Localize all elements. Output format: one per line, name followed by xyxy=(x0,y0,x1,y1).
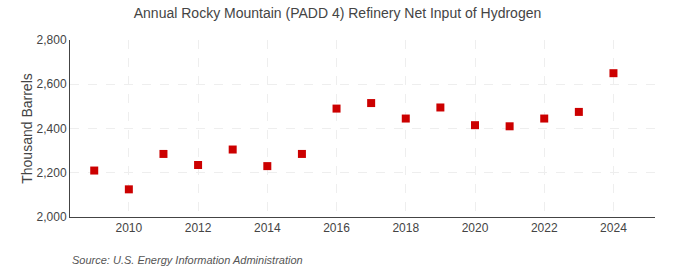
svg-text:2,800: 2,800 xyxy=(37,33,67,47)
svg-text:2022: 2022 xyxy=(531,221,558,235)
svg-text:2012: 2012 xyxy=(185,221,212,235)
svg-text:2,000: 2,000 xyxy=(37,210,67,224)
svg-text:2016: 2016 xyxy=(323,221,350,235)
svg-text:2020: 2020 xyxy=(462,221,489,235)
svg-text:Thousand Barrels: Thousand Barrels xyxy=(19,73,35,184)
svg-text:2024: 2024 xyxy=(600,221,627,235)
svg-text:2,200: 2,200 xyxy=(37,166,67,180)
svg-text:2018: 2018 xyxy=(392,221,419,235)
svg-text:Annual Rocky Mountain (PADD 4): Annual Rocky Mountain (PADD 4) Refinery … xyxy=(134,5,542,21)
svg-text:2,400: 2,400 xyxy=(37,122,67,136)
svg-text:Source: U.S. Energy Informatio: Source: U.S. Energy Information Administ… xyxy=(72,254,303,266)
svg-text:2014: 2014 xyxy=(254,221,281,235)
svg-text:2010: 2010 xyxy=(115,221,142,235)
svg-text:2,600: 2,600 xyxy=(37,77,67,91)
